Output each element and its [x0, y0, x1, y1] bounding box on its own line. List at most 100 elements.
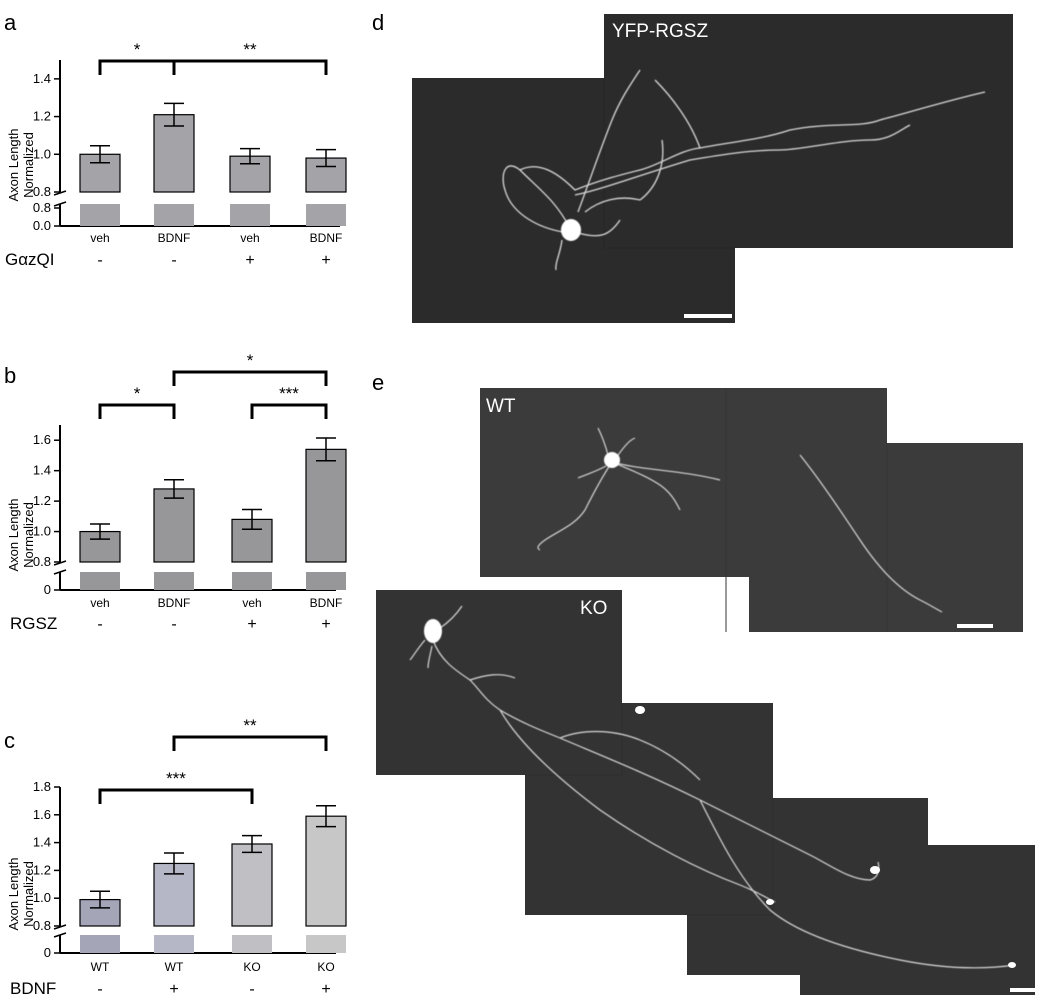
significance-bracket: [250, 403, 328, 419]
factor-sign: -: [97, 616, 102, 633]
chart-panel-c: 1.8 1.6 1.4 1.2 1.0 0.8 0 Axon Length Normalized…: [6, 716, 347, 998]
tile-seam: [725, 388, 888, 632]
y-axis-label: Axon Length: [6, 857, 21, 930]
panel-label-c: c: [4, 728, 15, 753]
significance-label: *: [247, 351, 254, 370]
bar: [153, 488, 195, 563]
factor-sign: +: [245, 252, 254, 269]
y-tick-label: 1.2: [33, 862, 51, 877]
y-tick-label: 0.8: [33, 200, 51, 215]
bar: [305, 448, 347, 563]
scale-bar: [957, 624, 993, 628]
category-label: BDNF: [158, 231, 191, 245]
factor-sign: -: [97, 252, 102, 269]
axis-break-mark: [53, 190, 67, 196]
significance-bracket: [172, 370, 328, 386]
y-tick-label: 1.4: [33, 71, 51, 86]
bar: [231, 843, 273, 927]
axis-break-mark: [53, 560, 67, 566]
factor-sign: -: [171, 616, 176, 633]
micrograph-e-wt: WT: [480, 388, 1023, 632]
factor-sign: -: [249, 981, 254, 998]
category-label: KO: [317, 960, 334, 974]
factor-sign: +: [247, 616, 256, 633]
y-tick-label: 0: [44, 582, 51, 597]
bar-base: [306, 572, 346, 590]
category-label: veh: [242, 596, 261, 610]
y-tick-label: 1.4: [33, 835, 51, 850]
y-tick-label: 1.0: [33, 890, 51, 905]
growth-cone: [766, 899, 774, 905]
bar-base: [154, 204, 194, 226]
significance-bracket: [172, 59, 328, 75]
micrograph-e-ko: KO: [376, 590, 1042, 995]
factor-sign: +: [169, 981, 178, 998]
bar-base: [80, 204, 120, 226]
factor-label: GαzQI: [5, 250, 55, 269]
category-label: veh: [90, 231, 109, 245]
y-axis-label: Normalized: [21, 502, 36, 568]
bar-base: [306, 935, 346, 953]
y-tick-label: 1.2: [33, 493, 51, 508]
axis-break-mark: [53, 569, 67, 575]
y-tick-label: 1.2: [33, 109, 51, 124]
bar-base: [80, 572, 120, 590]
significance-label: *: [134, 40, 141, 59]
significance-bracket: [98, 788, 254, 804]
significance-label: **: [243, 716, 257, 735]
micrograph-background: [412, 14, 1013, 323]
y-tick-label: 1.6: [33, 432, 51, 447]
significance-label: *: [134, 384, 141, 403]
category-label: veh: [90, 596, 109, 610]
bar: [305, 815, 347, 927]
category-label: BDNF: [158, 596, 191, 610]
significance-label: ***: [279, 384, 299, 403]
bar-base: [232, 935, 272, 953]
chart-panel-a: 1.4 1.2 1.0 0.80.8 0.0 Axon Length Normalized v…: [5, 40, 347, 269]
neuron-soma: [604, 452, 620, 468]
micrograph-label-wt: WT: [486, 396, 516, 417]
axis-break-mark: [53, 924, 67, 930]
growth-cone: [870, 866, 880, 874]
y-axis-label: Normalized: [21, 132, 36, 198]
y-tick-label: 0.0: [33, 218, 51, 233]
y-tick-label: 1.4: [33, 463, 51, 478]
y-axis-label: Axon Length: [6, 498, 21, 571]
bar: [153, 114, 195, 193]
panel-label-e: e: [372, 370, 384, 395]
factor-sign: -: [97, 981, 102, 998]
panel-label-d: d: [372, 10, 384, 35]
bar-base: [306, 204, 346, 226]
category-label: KO: [243, 960, 260, 974]
tile-seam: [603, 78, 735, 249]
panel-label-a: a: [4, 10, 17, 35]
significance-bracket: [98, 59, 176, 75]
factor-sign: +: [321, 616, 330, 633]
significance-bracket: [98, 403, 176, 419]
bar-base: [232, 572, 272, 590]
bar-base: [154, 572, 194, 590]
significance-bracket: [172, 735, 328, 751]
y-tick-label: 1.0: [33, 146, 51, 161]
scale-bar: [684, 314, 732, 318]
growth-cone: [1008, 962, 1016, 968]
factor-label: RGSZ: [10, 614, 57, 633]
neuron-processes: [537, 427, 943, 613]
micrograph-d: YFP-RGSZ: [412, 14, 1013, 323]
y-tick-label: 0: [44, 945, 51, 960]
neuron-soma: [424, 619, 442, 643]
y-axis-label: Axon Length: [6, 128, 21, 201]
y-tick-label: 0.8: [33, 918, 51, 933]
axis-break-mark: [53, 201, 67, 207]
scale-bar: [1010, 988, 1042, 992]
significance-label: ***: [166, 769, 186, 788]
factor-sign: +: [321, 252, 330, 269]
factor-sign: -: [171, 252, 176, 269]
neuron-processes: [409, 605, 1016, 969]
y-tick-label: 0.8: [33, 184, 51, 199]
panel-label-b: b: [4, 363, 16, 388]
y-tick-label: 0.8: [33, 554, 51, 569]
y-tick-label: 1.0: [33, 524, 51, 539]
micrograph-label-yfp-rgsz: YFP-RGSZ: [612, 21, 708, 42]
